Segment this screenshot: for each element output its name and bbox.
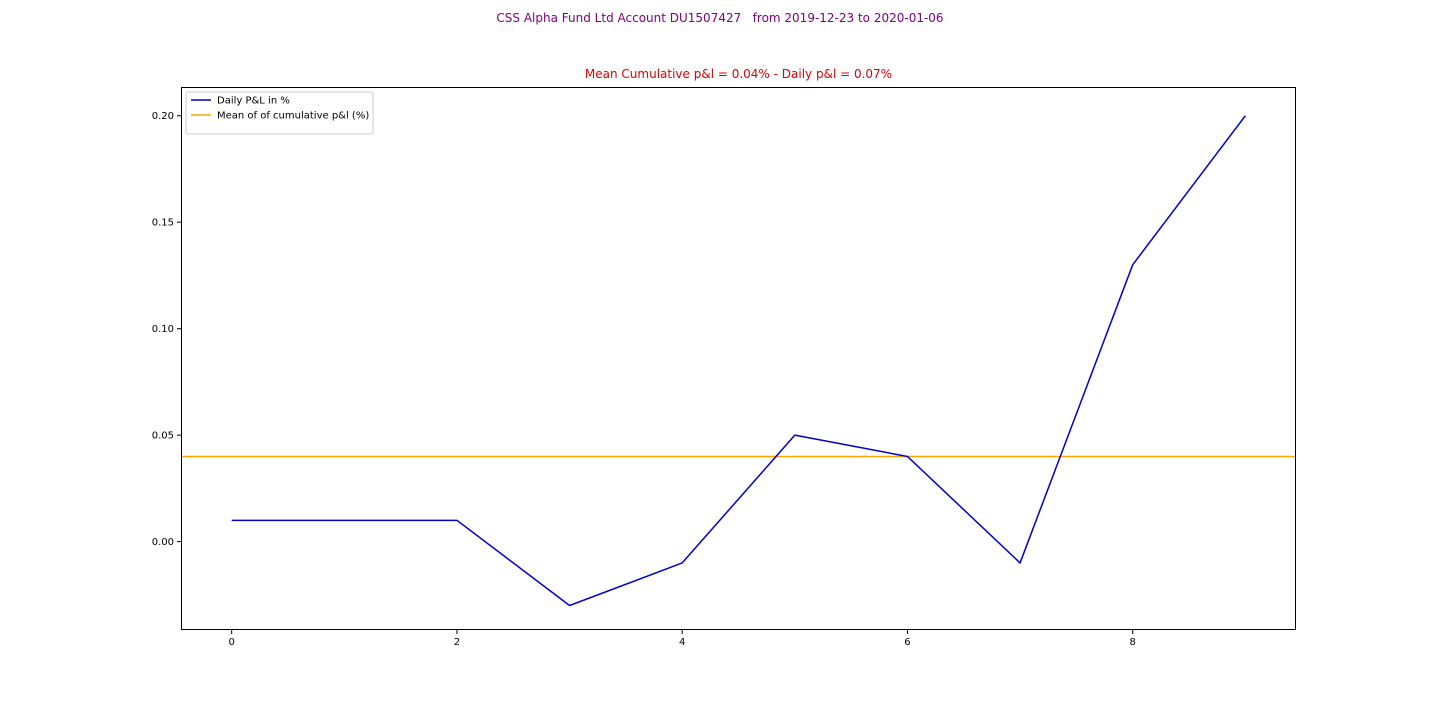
y-tick-label-2: 0.10	[152, 324, 174, 335]
x-tick-label-3: 6	[904, 637, 910, 648]
y-tick-label-0: 0.00	[152, 537, 174, 548]
x-tick-label-0: 0	[228, 637, 234, 648]
figure-suptitle: CSS Alpha Fund Ltd Account DU1507427 fro…	[496, 11, 944, 25]
x-axis: 0 2 4 6 8	[228, 630, 1136, 648]
legend-label-0: Daily P&L in %	[217, 96, 290, 107]
x-tick-label-1: 2	[454, 637, 460, 648]
y-axis: 0.00 0.05 0.10 0.15 0.20	[152, 111, 181, 548]
x-tick-label-2: 4	[679, 637, 685, 648]
plot-area	[181, 87, 1296, 630]
series-line-0	[231, 115, 1246, 607]
y-tick-label-1: 0.05	[152, 431, 174, 442]
legend-box	[185, 91, 374, 135]
legend-label-1: Mean of of cumulative p&l (%)	[217, 111, 369, 122]
x-tick-label-4: 8	[1130, 637, 1136, 648]
chart-title: Mean Cumulative p&l = 0.04% - Daily p&l …	[584, 67, 893, 81]
plot-frame	[181, 87, 1296, 630]
y-tick-label-4: 0.20	[152, 111, 174, 122]
y-tick-label-3: 0.15	[152, 218, 174, 229]
legend: Daily P&L in % Mean of of cumulative p&l …	[185, 91, 374, 135]
